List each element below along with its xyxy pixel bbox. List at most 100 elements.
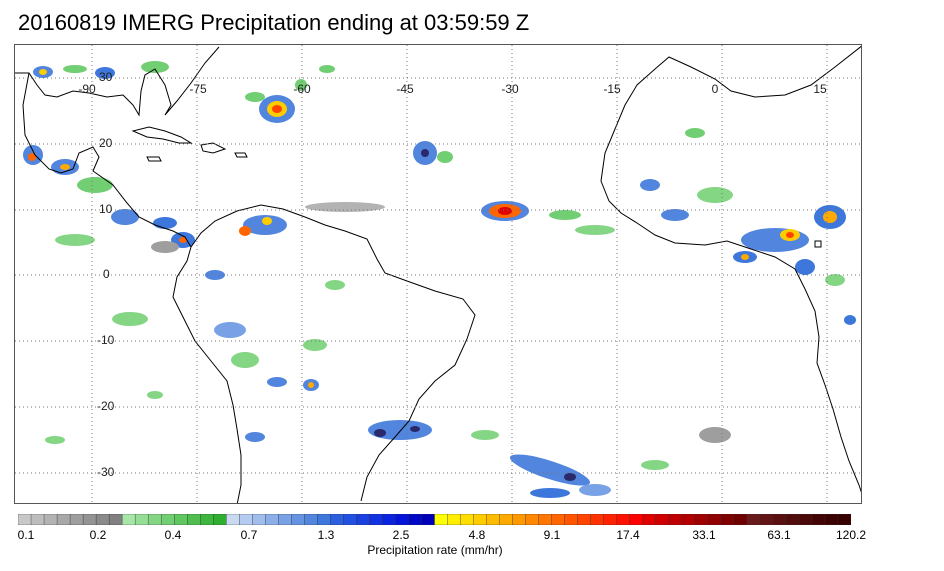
colorbar-swatch [226,514,240,525]
precip-cell [697,187,733,203]
precip-cell [295,79,307,91]
precip-cell [141,61,169,73]
latitude-label: -10 [97,333,115,347]
precip-cell [239,226,251,236]
precip-cell [267,377,287,387]
coastline-south-america-east [190,204,476,502]
colorbar-swatch [772,514,787,525]
colorbar-swatch [629,514,644,525]
colorbar-tick-label: 0.4 [164,528,182,542]
colorbar-swatch [134,514,149,525]
precip-cell [575,225,615,235]
precip-cell [685,128,705,138]
colorbar-swatch [785,514,800,525]
colorbar-swatch [343,514,357,525]
colorbar-swatch [408,514,422,525]
map-panel[interactable]: -90 -75 -60 -45 -30 -15 0 15 30 20 10 0 … [14,44,862,504]
precip-cell [825,274,845,286]
colorbar-swatch [30,514,45,525]
precipitation-map[interactable]: -90 -75 -60 -45 -30 -15 0 15 30 20 10 0 … [15,45,862,504]
coastline-cuba [131,126,193,144]
colorbar-tick-label: 17.4 [616,528,640,542]
colorbar-tick-label: 63.1 [767,528,791,542]
precip-cell [153,217,177,229]
coastline-north-america [15,46,220,117]
coastline-bioko [814,240,822,248]
graticule [15,45,861,503]
colorbar-swatch [551,514,566,525]
colorbar-swatch [317,514,331,525]
coastline-mexico [22,72,192,248]
precip-cell [272,105,282,113]
colorbar-tick-label: 0.1 [17,528,35,542]
precip-cell [243,215,287,235]
colorbar-swatch [278,514,292,525]
colorbar-swatch [538,514,553,525]
precip-cell [741,228,809,252]
colorbar-swatch [186,514,201,525]
colorbar-swatch [486,514,501,525]
colorbar-swatch [69,514,84,525]
colorbar-tick-label: 0.2 [89,528,107,542]
precip-cell [640,179,660,191]
colorbar-tick-label: 9.1 [543,528,561,542]
precip-cell [303,339,327,351]
precip-cell [410,426,420,432]
colorbar-swatch [720,514,735,525]
colorbar-swatch [82,514,97,525]
map-title: 20160819 IMERG Precipitation ending at 0… [18,10,530,35]
colorbar-swatch [733,514,748,525]
coastline-south-america-west [172,246,242,503]
colorbar-swatch [811,514,826,525]
latitude-label: -30 [97,465,115,479]
colorbar-swatch [447,514,462,525]
colorbar-tick-label: 1.3 [317,528,335,542]
precipitation-cells [23,61,856,498]
precip-cell [795,259,815,275]
precip-cell [55,234,95,246]
precip-cell [498,207,512,215]
colorbar-swatch [746,514,761,525]
longitude-label: -15 [603,82,621,96]
precip-cell [421,149,429,157]
colorbar-swatch [642,514,657,525]
colorbar-swatch [421,514,436,525]
precip-cell [579,484,611,496]
colorbar-swatch [512,514,527,525]
colorbar-swatch [43,514,58,525]
graticule-labels: -90 -75 -60 -45 -30 -15 0 15 30 20 10 0 … [78,70,827,479]
colorbar-swatch [239,514,253,525]
colorbar-swatch [590,514,605,525]
precip-cell [231,352,259,368]
colorbar-swatch [291,514,305,525]
precip-cell [374,429,386,437]
colorbar-swatch [356,514,370,525]
colorbar-swatch [200,514,214,525]
longitude-label: -75 [189,82,207,96]
precip-cell [641,460,669,470]
colorbar-swatch [395,514,409,525]
colorbar-swatch [668,514,683,525]
coastline-puerto-rico [234,152,248,158]
latitude-label: 0 [103,267,110,281]
colorbar-swatch [603,514,618,525]
precip-cell [530,488,570,498]
colorbar-swatch [304,514,318,525]
precip-cell [60,164,70,170]
precip-cell [699,427,731,443]
colorbar-swatch [173,514,188,525]
colorbar-swatch [56,514,71,525]
colorbar-tick-label: 33.1 [692,528,716,542]
precip-cell [77,177,113,193]
colorbar-tick-label: 2.5 [392,528,410,542]
precip-cell [741,254,749,260]
precip-cell [471,430,499,440]
precip-cell [437,151,453,163]
coastline-jamaica [146,156,162,162]
coastlines [15,45,861,503]
latitude-label: 20 [99,136,113,150]
colorbar-swatch [252,514,266,525]
colorbar-tick-label: 120.2 [835,528,867,542]
coastline-africa [600,45,861,493]
precip-cell [45,436,65,444]
